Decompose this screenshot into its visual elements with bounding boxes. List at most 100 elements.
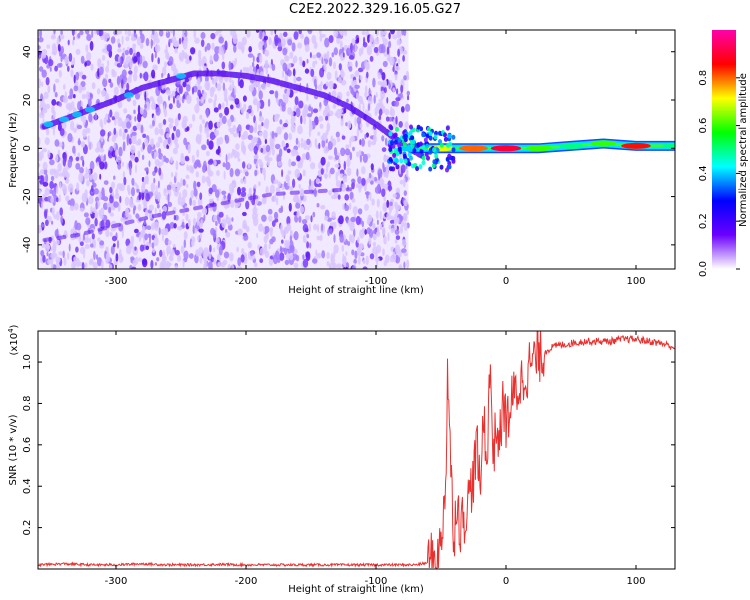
- noise-speck: [72, 39, 75, 46]
- snr-y-multiplier: (x104): [7, 324, 20, 355]
- noise-speck: [273, 211, 279, 220]
- noise-speck: [154, 261, 157, 266]
- noise-speck: [369, 253, 375, 260]
- snr-series-line: [38, 331, 675, 569]
- noise-speck: [163, 104, 166, 114]
- noise-speck: [376, 102, 381, 111]
- noise-speck: [42, 102, 47, 112]
- noise-speck: [189, 55, 192, 61]
- noise-speck: [98, 190, 102, 201]
- noise-speck: [258, 223, 264, 232]
- noise-speck: [262, 31, 265, 39]
- noise-speck: [280, 205, 284, 213]
- noise-speck: [263, 235, 268, 244]
- noise-speck: [402, 55, 405, 62]
- noise-speck: [320, 204, 326, 210]
- noise-speck: [144, 103, 147, 110]
- noise-speck: [56, 239, 60, 246]
- noise-speck: [406, 259, 410, 269]
- snr-y-ticks: 0.2 0.4 0.6 0.8 1.0: [22, 354, 675, 536]
- noise-speck: [154, 44, 161, 53]
- noise-speck: [180, 155, 186, 165]
- x-tick-label: -100: [365, 276, 388, 287]
- noise-speck: [257, 195, 260, 200]
- noise-speck: [301, 153, 307, 160]
- noise-speck: [49, 159, 55, 166]
- noise-speck: [286, 216, 291, 226]
- noise-speck: [193, 180, 197, 191]
- transition-speck: [437, 130, 442, 136]
- noise-speck: [293, 262, 299, 269]
- noise-speck: [244, 171, 249, 177]
- noise-speck: [347, 120, 352, 129]
- noise-speck: [184, 155, 190, 161]
- noise-speck: [140, 124, 144, 134]
- noise-speck: [312, 54, 317, 59]
- transition-speck: [443, 136, 448, 142]
- noise-speck: [53, 245, 56, 256]
- carrier-peak: [559, 142, 583, 149]
- noise-speck: [234, 168, 240, 177]
- noise-speck: [355, 215, 361, 226]
- noise-speck: [321, 250, 326, 259]
- noise-speck: [175, 171, 178, 178]
- noise-speck: [338, 215, 344, 225]
- noise-speck: [241, 36, 247, 46]
- noise-speck: [137, 112, 142, 123]
- noise-speck: [304, 44, 310, 53]
- noise-speck: [231, 179, 237, 189]
- noise-speck: [168, 56, 174, 66]
- noise-speck: [286, 148, 291, 153]
- noise-speck: [294, 96, 299, 106]
- noise-speck: [90, 205, 93, 215]
- noise-speck: [92, 207, 97, 214]
- noise-speck: [81, 93, 87, 99]
- noise-speck: [94, 217, 98, 227]
- transition-speck: [428, 135, 433, 141]
- noise-speck: [109, 186, 113, 194]
- noise-speck: [403, 213, 408, 221]
- noise-speck: [72, 145, 76, 154]
- noise-speck: [302, 169, 306, 177]
- noise-speck: [362, 259, 366, 265]
- noise-speck: [334, 163, 340, 168]
- noise-speck: [346, 98, 349, 103]
- noise-speck: [316, 235, 321, 241]
- noise-speck: [199, 192, 203, 200]
- noise-speck: [42, 254, 46, 263]
- noise-speck: [120, 85, 125, 95]
- noise-speck: [113, 86, 119, 96]
- noise-speck: [245, 30, 251, 38]
- noise-speck: [312, 60, 316, 69]
- noise-speck: [44, 188, 50, 196]
- noise-speck: [366, 227, 371, 235]
- noise-speck: [43, 91, 49, 99]
- transition-speck: [443, 132, 447, 138]
- noise-speck: [100, 154, 104, 162]
- transition-speck: [426, 155, 430, 161]
- arc-highlight: [176, 72, 186, 79]
- noise-speck: [148, 204, 154, 211]
- noise-speck: [122, 141, 126, 152]
- noise-speck: [199, 257, 203, 264]
- noise-speck: [83, 116, 87, 123]
- noise-speck: [395, 115, 398, 125]
- noise-speck: [151, 150, 155, 157]
- noise-speck: [119, 57, 122, 66]
- noise-speck: [152, 64, 158, 71]
- transition-speck: [407, 161, 412, 167]
- noise-speck: [173, 125, 177, 132]
- noise-speck: [325, 115, 329, 121]
- noise-speck: [54, 78, 60, 84]
- noise-speck: [277, 181, 282, 187]
- noise-speck: [51, 51, 57, 55]
- noise-speck: [227, 118, 232, 128]
- noise-speck: [214, 93, 217, 102]
- noise-speck: [401, 221, 405, 228]
- noise-speck: [403, 252, 408, 257]
- noise-speck: [351, 198, 356, 203]
- noise-speck: [395, 254, 398, 264]
- noise-speck: [84, 62, 87, 67]
- noise-speck: [157, 95, 163, 103]
- noise-speck: [197, 49, 202, 60]
